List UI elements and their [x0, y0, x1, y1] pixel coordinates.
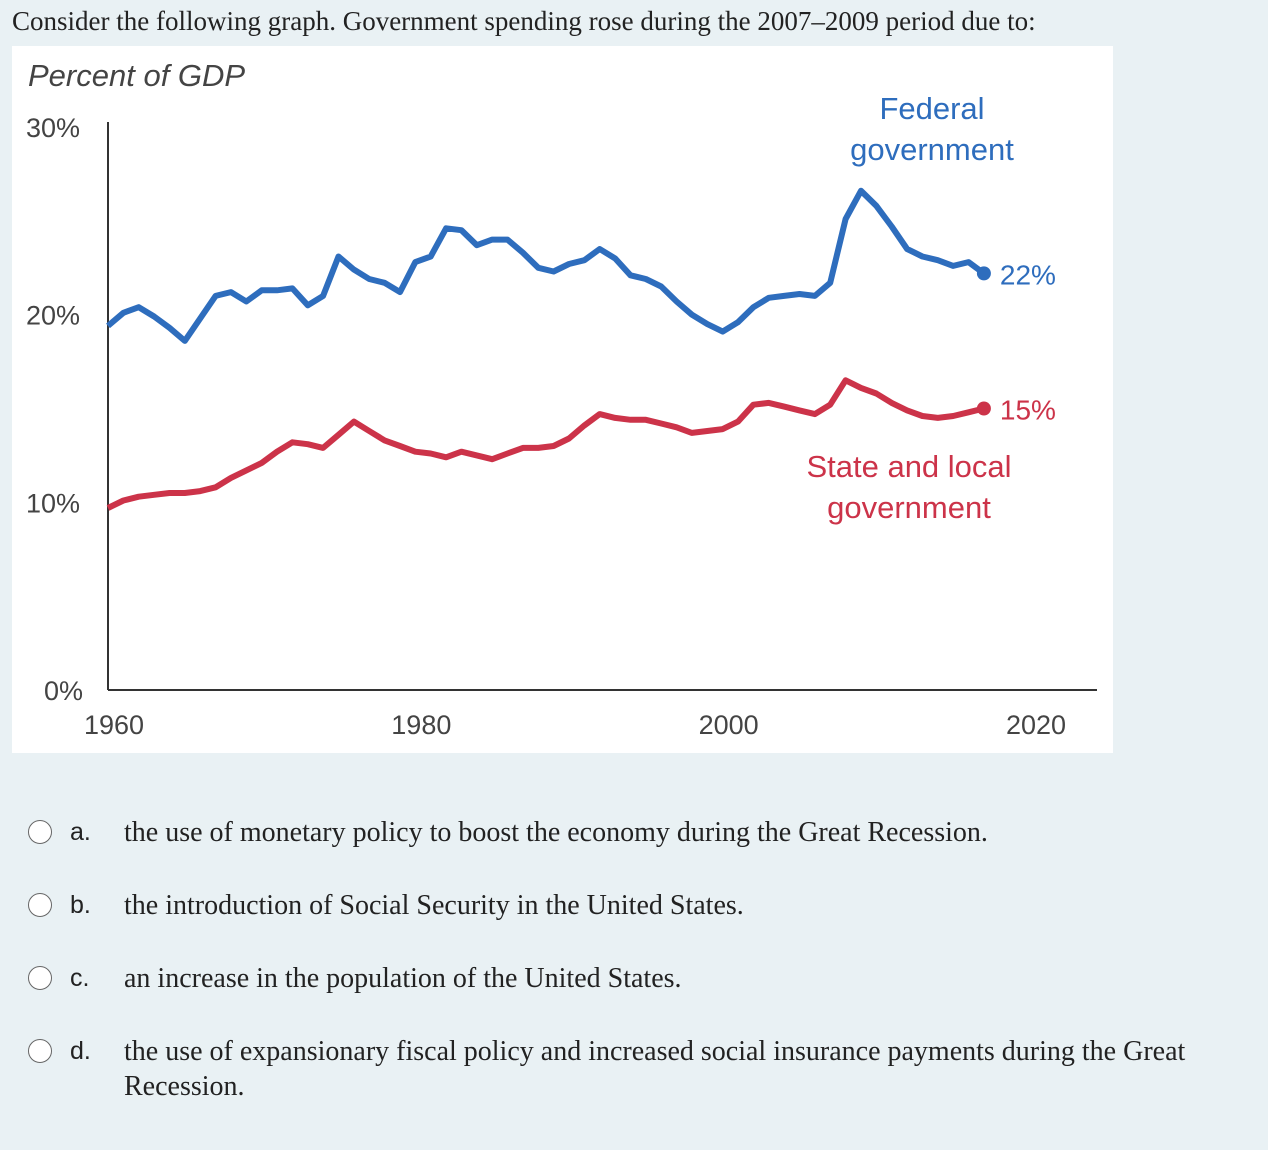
series-name-label: Federal	[879, 91, 984, 126]
end-dot	[976, 266, 991, 281]
option-letter: a.	[70, 818, 91, 846]
radio-a[interactable]	[28, 820, 52, 844]
series-line-federal	[106, 187, 986, 344]
option-c[interactable]: c. an increase in the population of the …	[28, 961, 1214, 996]
end-value-label: 22%	[1000, 259, 1056, 290]
series-name-label: government	[850, 132, 1014, 167]
y-tick-label: 30%	[26, 113, 80, 143]
line-chart: Percent of GDP 0% 10% 20% 30% 1960 1980 2000 202…	[26, 58, 1097, 740]
option-letter: d.	[70, 1037, 91, 1065]
option-d[interactable]: d. the use of expansionary fiscal policy…	[28, 1034, 1214, 1104]
y-tick-label: 20%	[26, 301, 80, 331]
series-name-label: government	[827, 490, 991, 525]
chart: Percent of GDP 0% 10% 20% 30% 1960 1980 2000 202…	[12, 46, 1113, 753]
series-name-label: State and local	[806, 449, 1011, 484]
question-text: Consider the following graph. Government…	[12, 6, 1036, 36]
option-a[interactable]: a. the use of monetary policy to boost t…	[28, 815, 1214, 850]
end-dot	[976, 401, 991, 416]
radio-b[interactable]	[28, 893, 52, 917]
y-tick-label: 0%	[44, 676, 83, 706]
y-axis-title: Percent of GDP	[28, 58, 245, 93]
option-letter: c.	[70, 964, 90, 992]
option-letter: b.	[70, 891, 91, 919]
radio-d[interactable]	[28, 1039, 52, 1063]
option-b[interactable]: b. the introduction of Social Security i…	[28, 888, 1214, 923]
series-line-state-local	[106, 377, 985, 511]
option-text: the use of monetary policy to boost the …	[124, 817, 988, 848]
option-text: the use of expansionary fiscal policy an…	[124, 1036, 1186, 1102]
x-tick-label: 2000	[699, 710, 759, 740]
x-tick-label: 1980	[391, 710, 451, 740]
option-text: an increase in the population of the Uni…	[124, 963, 682, 994]
radio-c[interactable]	[28, 966, 52, 990]
x-tick-label: 1960	[84, 710, 144, 740]
y-tick-label: 10%	[26, 488, 80, 518]
end-value-label: 15%	[1000, 395, 1056, 426]
x-tick-label: 2020	[1006, 710, 1066, 740]
option-text: the introduction of Social Security in t…	[124, 890, 744, 921]
